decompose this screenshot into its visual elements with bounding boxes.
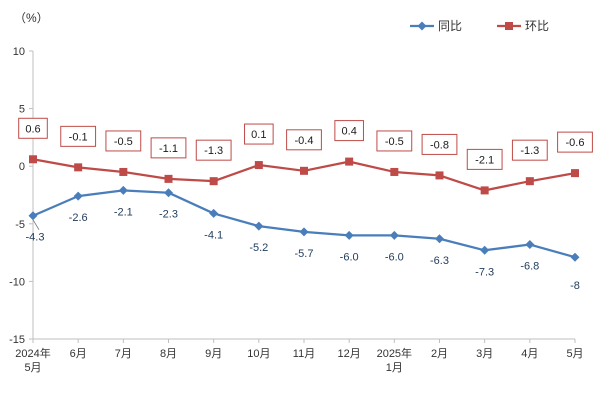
data-label-box	[466, 148, 503, 170]
y-tick-label: 10	[13, 46, 25, 58]
data-label-box	[18, 117, 48, 139]
data-label: -1.1	[159, 143, 178, 155]
x-tick-label: 5月	[566, 348, 583, 360]
legend-marker	[505, 22, 513, 30]
data-point	[209, 177, 218, 186]
data-label-box	[150, 137, 187, 159]
data-point	[164, 188, 173, 198]
data-point	[118, 185, 128, 195]
data-point	[209, 208, 219, 218]
data-point	[389, 230, 399, 240]
data-point	[390, 167, 399, 176]
data-point	[480, 245, 490, 255]
data-point	[28, 211, 38, 221]
data-label: -6.8	[520, 261, 539, 273]
data-point	[73, 191, 83, 201]
x-tick-label: 8月	[160, 348, 177, 360]
data-label: -0.1	[69, 131, 88, 143]
data-label-box	[421, 133, 458, 155]
x-tick-label: 4月	[521, 348, 538, 360]
data-label: -0.5	[114, 136, 133, 148]
data-label: -2.1	[475, 154, 494, 166]
data-label: -6.0	[385, 251, 404, 263]
x-tick-label: 12月	[338, 348, 361, 360]
data-point	[435, 234, 444, 244]
data-point	[525, 177, 534, 186]
data-point	[570, 252, 580, 262]
data-label: -5.7	[295, 248, 314, 260]
data-label-box	[105, 130, 142, 152]
data-label: 0.6	[25, 123, 40, 135]
data-label: -8	[570, 280, 580, 292]
data-label-box	[334, 120, 364, 142]
data-point	[480, 186, 489, 195]
y-unit-label: （%）	[14, 11, 49, 25]
x-tick-label: 9月	[205, 348, 222, 360]
data-label-box	[557, 131, 593, 153]
data-point	[299, 227, 309, 237]
data-label: -2.6	[69, 212, 88, 224]
x-tick-label: 2月	[431, 348, 448, 360]
data-point	[254, 161, 263, 170]
data-label: -2.3	[159, 209, 178, 221]
data-label: -5.2	[249, 242, 268, 254]
data-label: -0.4	[295, 135, 314, 147]
y-tick-label: -10	[9, 276, 25, 288]
data-label: 0.1	[251, 129, 266, 141]
data-labels: -4.3 -2.6 -2.1 -2.3 -4.1 -5.2 -5.7 -6.0 -6.0 -6.3…	[18, 117, 593, 292]
x-tick-label: 2025年 1月	[377, 346, 412, 374]
legend-marker	[417, 21, 427, 31]
data-label: -2.1	[114, 206, 133, 218]
series-layer	[28, 155, 580, 262]
series-yoy	[28, 185, 580, 262]
data-point	[74, 163, 83, 172]
data-label: -0.8	[430, 139, 449, 151]
data-label-box	[195, 139, 232, 161]
data-point	[435, 171, 444, 180]
y-tick-label: -15	[9, 334, 25, 346]
x-tick-label: 10月	[247, 348, 270, 360]
data-point	[344, 230, 354, 240]
data-label-box	[376, 130, 413, 152]
data-label: -0.6	[566, 137, 585, 149]
data-point	[119, 167, 128, 176]
x-axis: 2024年 5月 6月 7月 8月 9月 10月 11月 12月 2025年 1月 2月 3月 4月 5月	[15, 338, 584, 374]
data-point	[29, 155, 37, 164]
data-label: -0.5	[385, 136, 404, 148]
y-tick-label: 0	[19, 161, 25, 173]
x-tick-label: 2024年 5月	[15, 346, 50, 374]
data-label-box	[60, 125, 97, 147]
data-label-box	[244, 123, 274, 145]
data-point	[300, 166, 308, 175]
series-mom	[29, 155, 579, 195]
y-tick-label: 5	[19, 104, 25, 116]
data-label: -4.3	[26, 232, 45, 244]
y-tick-label: -5	[15, 219, 25, 231]
data-point	[254, 221, 264, 231]
data-label: -6.0	[340, 251, 359, 263]
data-label: -4.1	[204, 229, 223, 241]
data-label-box	[511, 139, 548, 161]
legend-label: 环比	[525, 19, 549, 33]
data-label: -7.3	[475, 266, 494, 278]
x-tick-label: 6月	[70, 348, 87, 360]
data-point	[345, 157, 354, 166]
leader-line	[32, 219, 40, 230]
legend: 同比 环比	[410, 19, 549, 33]
y-axis: 10 5 0 -5 -10 -15	[9, 46, 34, 346]
data-point	[571, 169, 579, 178]
x-tick-label: 3月	[476, 348, 493, 360]
data-label: -1.3	[204, 145, 223, 157]
data-label: 0.4	[342, 126, 357, 138]
x-tick-label: 11月	[293, 348, 315, 360]
legend-label: 同比	[438, 19, 462, 33]
data-point	[164, 174, 173, 183]
data-label: -1.3	[520, 145, 539, 157]
x-tick-label: 7月	[115, 348, 132, 360]
data-point	[525, 240, 535, 250]
data-label-box	[286, 129, 322, 151]
data-label: -6.3	[430, 255, 449, 267]
